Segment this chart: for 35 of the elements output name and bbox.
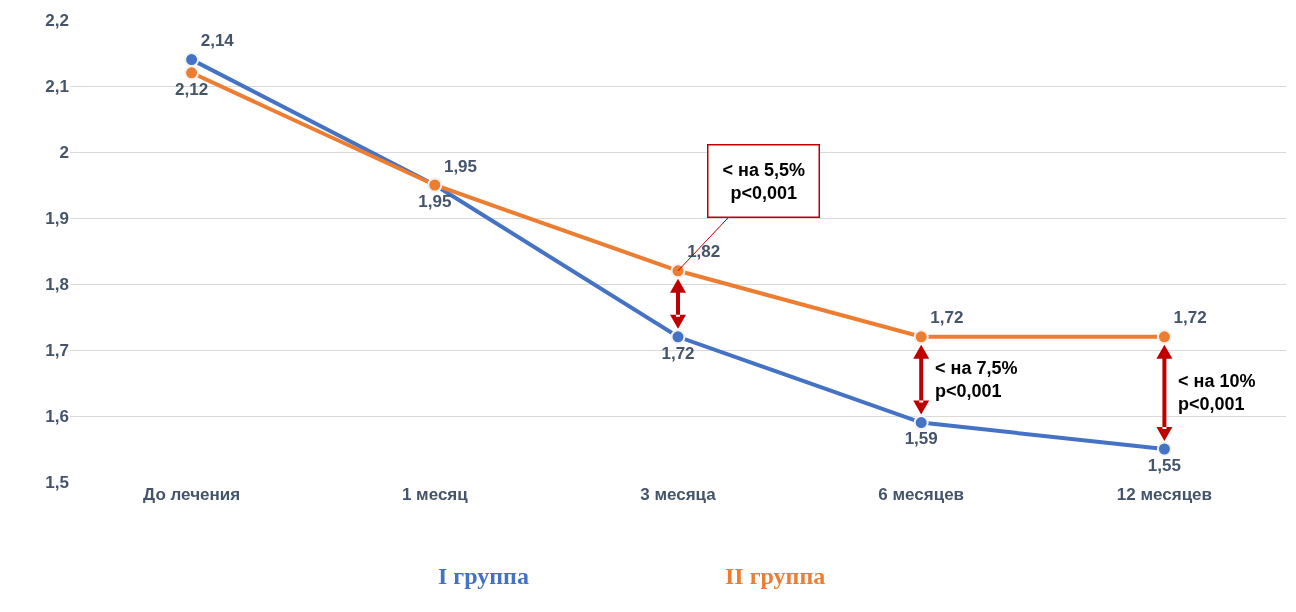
y-tick-label: 2,1 bbox=[45, 76, 69, 96]
data-label: 1,55 bbox=[1147, 455, 1181, 475]
point bbox=[1156, 329, 1172, 345]
text: I группа bbox=[438, 563, 529, 589]
text: II группа bbox=[725, 563, 826, 589]
y-tick-label: 1,9 bbox=[45, 208, 69, 228]
annotation: < на 5,5% p<0,001 bbox=[722, 159, 805, 203]
y-tick-label: 2 bbox=[59, 142, 69, 162]
data-label: 1,59 bbox=[904, 429, 938, 449]
data-label: 1,95 bbox=[443, 156, 478, 176]
data-label: 2,14 bbox=[200, 31, 235, 51]
y-tick-label: 1,5 bbox=[45, 472, 69, 492]
data-label: 2,12 bbox=[175, 79, 209, 99]
point bbox=[184, 65, 200, 81]
x-tick-label: 1 месяц bbox=[401, 485, 469, 504]
data-label: 1,72 bbox=[661, 343, 695, 363]
x-tick-label: 3 месяца bbox=[640, 485, 717, 504]
x-tick-label: 12 месяцев bbox=[1116, 485, 1212, 504]
annotation: < на 10% p<0,001 bbox=[1178, 371, 1256, 415]
y-tick-label: 1,8 bbox=[45, 274, 69, 294]
y-tick-label: 2,2 bbox=[45, 10, 69, 30]
x-tick-label: 6 месяцев bbox=[878, 485, 965, 504]
point bbox=[913, 415, 929, 431]
point bbox=[1156, 441, 1172, 457]
data-label: 1,72 bbox=[1173, 308, 1207, 328]
point bbox=[184, 52, 200, 68]
annotation: < на 7,5% p<0,001 bbox=[935, 358, 1018, 402]
y-tick-label: 1,6 bbox=[45, 406, 69, 426]
point bbox=[670, 329, 686, 345]
data-label: 1,95 bbox=[418, 191, 452, 211]
data-label: 1,72 bbox=[930, 308, 964, 328]
point bbox=[913, 329, 929, 345]
point bbox=[670, 263, 686, 279]
x-tick-label: До лечения bbox=[143, 485, 241, 504]
y-tick-label: 1,7 bbox=[45, 340, 69, 360]
